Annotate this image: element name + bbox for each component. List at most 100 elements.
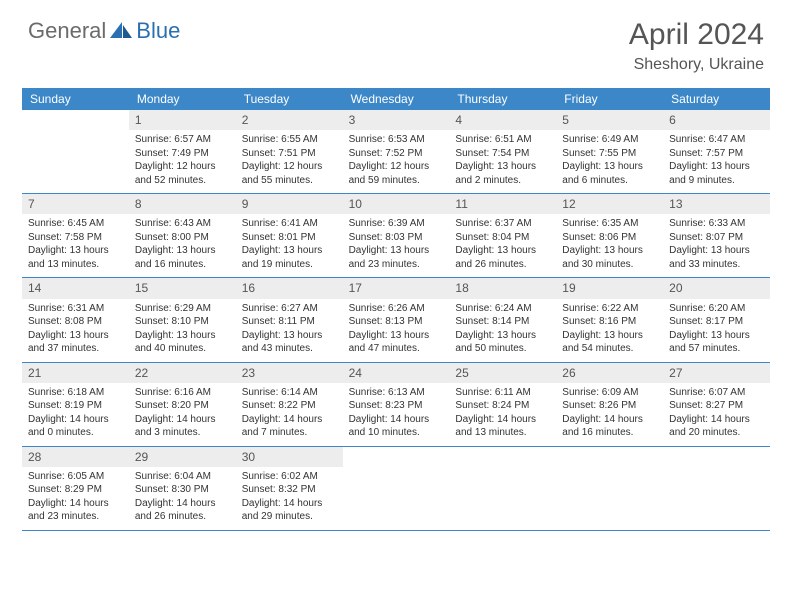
- sunset-line: Sunset: 8:24 PM: [455, 399, 550, 413]
- sunset-line: Sunset: 8:11 PM: [242, 315, 337, 329]
- sunrise-line: Sunrise: 6:05 AM: [28, 470, 123, 484]
- sunrise-line: Sunrise: 6:07 AM: [669, 386, 764, 400]
- sunrise-line: Sunrise: 6:14 AM: [242, 386, 337, 400]
- day-number: 4: [449, 110, 556, 130]
- daylight-line: Daylight: 14 hours and 23 minutes.: [28, 497, 123, 524]
- day-number: 13: [663, 194, 770, 214]
- sunset-line: Sunset: 8:07 PM: [669, 231, 764, 245]
- sunrise-line: Sunrise: 6:29 AM: [135, 302, 230, 316]
- day-number: 9: [236, 194, 343, 214]
- daylight-line: Daylight: 14 hours and 7 minutes.: [242, 413, 337, 440]
- sunrise-line: Sunrise: 6:35 AM: [562, 217, 657, 231]
- sunrise-line: Sunrise: 6:04 AM: [135, 470, 230, 484]
- sunrise-line: Sunrise: 6:47 AM: [669, 133, 764, 147]
- calendar-cell: 10Sunrise: 6:39 AMSunset: 8:03 PMDayligh…: [343, 194, 450, 278]
- sunset-line: Sunset: 8:20 PM: [135, 399, 230, 413]
- sunset-line: Sunset: 8:06 PM: [562, 231, 657, 245]
- calendar-cell: 9Sunrise: 6:41 AMSunset: 8:01 PMDaylight…: [236, 194, 343, 278]
- sunrise-line: Sunrise: 6:39 AM: [349, 217, 444, 231]
- calendar-cell: 3Sunrise: 6:53 AMSunset: 7:52 PMDaylight…: [343, 110, 450, 194]
- day-number: 2: [236, 110, 343, 130]
- brand-logo: General Blue: [28, 18, 180, 44]
- day-number: 22: [129, 363, 236, 383]
- calendar-cell: [449, 447, 556, 531]
- day-number: [556, 447, 663, 467]
- sunset-line: Sunset: 8:19 PM: [28, 399, 123, 413]
- day-number: 12: [556, 194, 663, 214]
- sunset-line: Sunset: 8:26 PM: [562, 399, 657, 413]
- day-number: 30: [236, 447, 343, 467]
- calendar-cell: [663, 447, 770, 531]
- daylight-line: Daylight: 13 hours and 43 minutes.: [242, 329, 337, 356]
- sunrise-line: Sunrise: 6:22 AM: [562, 302, 657, 316]
- sunrise-line: Sunrise: 6:57 AM: [135, 133, 230, 147]
- day-number: [343, 447, 450, 467]
- calendar-cell: 25Sunrise: 6:11 AMSunset: 8:24 PMDayligh…: [449, 363, 556, 447]
- weekday-label: Sunday: [22, 88, 129, 110]
- calendar-cell: [343, 447, 450, 531]
- daylight-line: Daylight: 14 hours and 10 minutes.: [349, 413, 444, 440]
- daylight-line: Daylight: 13 hours and 37 minutes.: [28, 329, 123, 356]
- day-number: 27: [663, 363, 770, 383]
- day-number: 15: [129, 278, 236, 298]
- calendar-body: 1Sunrise: 6:57 AMSunset: 7:49 PMDaylight…: [22, 110, 770, 531]
- day-number: 14: [22, 278, 129, 298]
- calendar-cell: 16Sunrise: 6:27 AMSunset: 8:11 PMDayligh…: [236, 278, 343, 362]
- sunrise-line: Sunrise: 6:02 AM: [242, 470, 337, 484]
- sunrise-line: Sunrise: 6:24 AM: [455, 302, 550, 316]
- calendar-cell: 6 Sunrise: 6:47 AMSunset: 7:57 PMDaylight…: [663, 110, 770, 194]
- weekday-label: Friday: [556, 88, 663, 110]
- daylight-line: Daylight: 13 hours and 33 minutes.: [669, 244, 764, 271]
- brand-part1: General: [28, 18, 106, 44]
- calendar-cell: 7Sunrise: 6:45 AMSunset: 7:58 PMDaylight…: [22, 194, 129, 278]
- sunset-line: Sunset: 7:57 PM: [669, 147, 764, 161]
- weekday-label: Wednesday: [343, 88, 450, 110]
- day-number: 20: [663, 278, 770, 298]
- calendar-cell: 12Sunrise: 6:35 AMSunset: 8:06 PMDayligh…: [556, 194, 663, 278]
- page-header: General Blue April 2024 Sheshory, Ukrain…: [0, 0, 792, 82]
- day-number: 6: [663, 110, 770, 130]
- day-number: 23: [236, 363, 343, 383]
- sunset-line: Sunset: 7:51 PM: [242, 147, 337, 161]
- sunset-line: Sunset: 7:49 PM: [135, 147, 230, 161]
- day-number: 24: [343, 363, 450, 383]
- calendar-cell: 4Sunrise: 6:51 AMSunset: 7:54 PMDaylight…: [449, 110, 556, 194]
- daylight-line: Daylight: 13 hours and 26 minutes.: [455, 244, 550, 271]
- day-number: 29: [129, 447, 236, 467]
- calendar-cell: 5Sunrise: 6:49 AMSunset: 7:55 PMDaylight…: [556, 110, 663, 194]
- day-number: 8: [129, 194, 236, 214]
- daylight-line: Daylight: 13 hours and 13 minutes.: [28, 244, 123, 271]
- sunrise-line: Sunrise: 6:16 AM: [135, 386, 230, 400]
- calendar-cell: 26Sunrise: 6:09 AMSunset: 8:26 PMDayligh…: [556, 363, 663, 447]
- sunset-line: Sunset: 8:14 PM: [455, 315, 550, 329]
- day-number: [22, 110, 129, 130]
- sunset-line: Sunset: 8:04 PM: [455, 231, 550, 245]
- calendar-cell: 15Sunrise: 6:29 AMSunset: 8:10 PMDayligh…: [129, 278, 236, 362]
- sunset-line: Sunset: 7:54 PM: [455, 147, 550, 161]
- calendar-cell: 22Sunrise: 6:16 AMSunset: 8:20 PMDayligh…: [129, 363, 236, 447]
- daylight-line: Daylight: 13 hours and 47 minutes.: [349, 329, 444, 356]
- sunrise-line: Sunrise: 6:33 AM: [669, 217, 764, 231]
- sunset-line: Sunset: 8:10 PM: [135, 315, 230, 329]
- calendar-cell: 19Sunrise: 6:22 AMSunset: 8:16 PMDayligh…: [556, 278, 663, 362]
- sunrise-line: Sunrise: 6:37 AM: [455, 217, 550, 231]
- sunset-line: Sunset: 7:58 PM: [28, 231, 123, 245]
- daylight-line: Daylight: 13 hours and 57 minutes.: [669, 329, 764, 356]
- day-number: 26: [556, 363, 663, 383]
- weekday-label: Tuesday: [236, 88, 343, 110]
- calendar-cell: [556, 447, 663, 531]
- daylight-line: Daylight: 14 hours and 0 minutes.: [28, 413, 123, 440]
- sunrise-line: Sunrise: 6:55 AM: [242, 133, 337, 147]
- calendar-cell: 20Sunrise: 6:20 AMSunset: 8:17 PMDayligh…: [663, 278, 770, 362]
- daylight-line: Daylight: 13 hours and 6 minutes.: [562, 160, 657, 187]
- calendar-cell: 27Sunrise: 6:07 AMSunset: 8:27 PMDayligh…: [663, 363, 770, 447]
- daylight-line: Daylight: 13 hours and 9 minutes.: [669, 160, 764, 187]
- weekday-label: Monday: [129, 88, 236, 110]
- day-number: 19: [556, 278, 663, 298]
- sunset-line: Sunset: 8:17 PM: [669, 315, 764, 329]
- sunrise-line: Sunrise: 6:49 AM: [562, 133, 657, 147]
- daylight-line: Daylight: 12 hours and 55 minutes.: [242, 160, 337, 187]
- weekday-label: Thursday: [449, 88, 556, 110]
- sunrise-line: Sunrise: 6:41 AM: [242, 217, 337, 231]
- calendar-cell: 17Sunrise: 6:26 AMSunset: 8:13 PMDayligh…: [343, 278, 450, 362]
